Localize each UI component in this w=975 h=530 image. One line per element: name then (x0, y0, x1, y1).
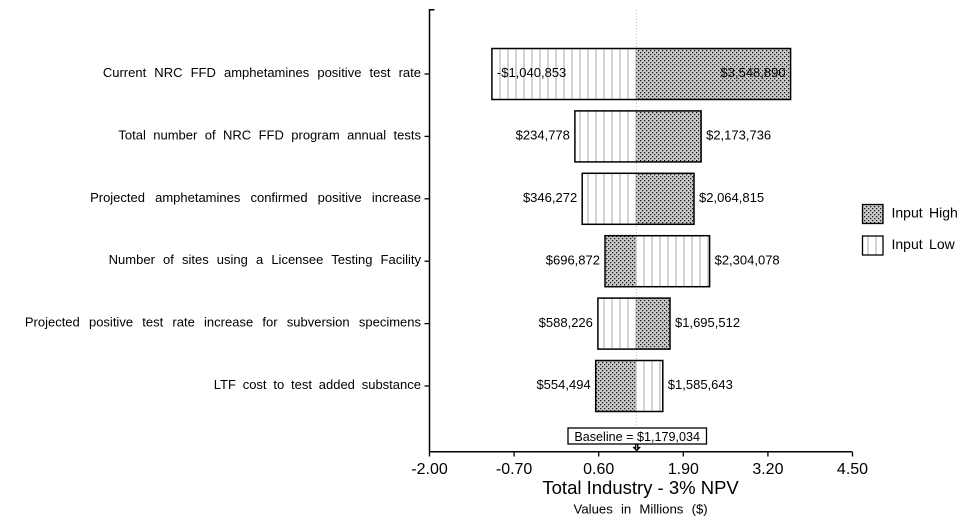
svg-text:$2,064,815: $2,064,815 (699, 190, 764, 205)
svg-text:$2,173,736: $2,173,736 (706, 128, 771, 143)
svg-text:$1,585,643: $1,585,643 (668, 377, 733, 392)
svg-text:1.90: 1.90 (668, 461, 699, 478)
svg-text:Total number of NRC FFD progra: Total number of NRC FFD program annual t… (118, 127, 421, 142)
svg-text:$588,226: $588,226 (539, 315, 593, 330)
svg-text:Projected positive test rate i: Projected positive test rate increase fo… (25, 315, 422, 330)
svg-text:Total Industry - 3% NPV: Total Industry - 3% NPV (542, 477, 739, 498)
svg-text:$696,872: $696,872 (546, 252, 600, 267)
svg-text:-2.00: -2.00 (411, 461, 448, 478)
svg-text:Baseline = $1,179,034: Baseline = $1,179,034 (574, 430, 700, 444)
svg-text:-0.70: -0.70 (496, 461, 533, 478)
svg-text:Values in Millions ($): Values in Millions ($) (574, 502, 708, 517)
svg-text:$1,695,512: $1,695,512 (675, 315, 740, 330)
svg-text:Input Low: Input Low (892, 236, 956, 252)
svg-text:0.60: 0.60 (583, 461, 614, 478)
svg-text:Projected amphetamines confirm: Projected amphetamines confirmed positiv… (90, 190, 421, 205)
svg-text:$554,494: $554,494 (536, 377, 590, 392)
svg-text:Input High: Input High (892, 205, 958, 221)
svg-text:LTF cost to test added substan: LTF cost to test added substance (214, 377, 421, 392)
svg-text:$234,778: $234,778 (516, 128, 570, 143)
svg-text:Number of sites using a Licens: Number of sites using a Licensee Testing… (109, 252, 422, 267)
svg-text:$2,304,078: $2,304,078 (715, 252, 780, 267)
svg-text:-$1,040,853: -$1,040,853 (497, 65, 566, 80)
svg-text:Current NRC FFD amphetamines p: Current NRC FFD amphetamines positive te… (103, 65, 421, 80)
svg-text:$3,548,890: $3,548,890 (721, 65, 786, 80)
svg-text:$346,272: $346,272 (523, 190, 577, 205)
svg-text:4.50: 4.50 (837, 461, 868, 478)
svg-text:3.20: 3.20 (752, 461, 783, 478)
